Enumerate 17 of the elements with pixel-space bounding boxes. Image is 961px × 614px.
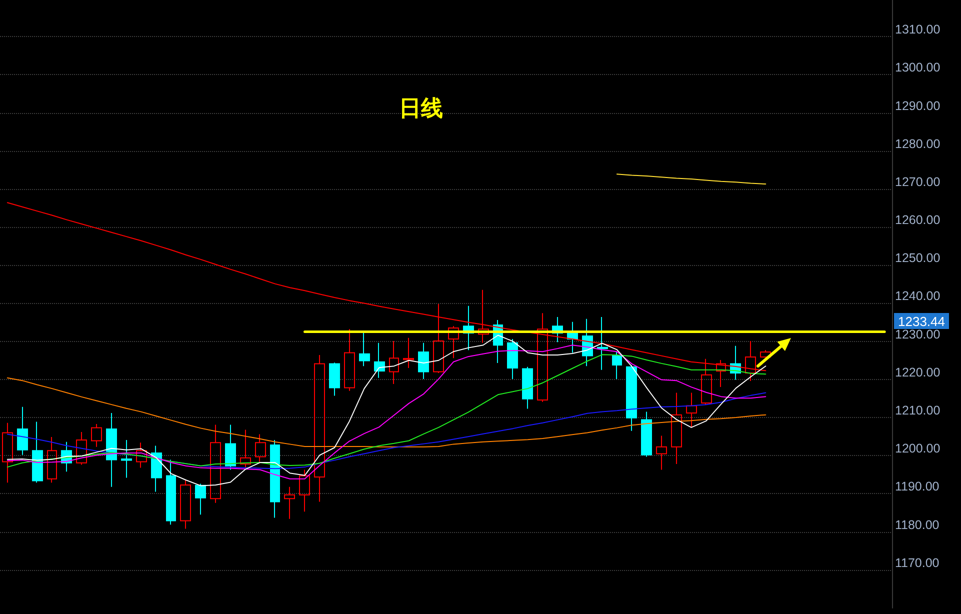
y-tick-label: 1180.00 <box>895 518 940 532</box>
y-tick-label: 1290.00 <box>895 98 940 113</box>
y-tick-label: 1230.00 <box>895 327 940 342</box>
y-tick-label: 1300.00 <box>895 60 940 75</box>
y-tick-label: 1310.00 <box>895 22 940 37</box>
y-tick-label: 1270.00 <box>895 174 940 189</box>
y-tick-label: 1240.00 <box>895 289 940 304</box>
y-tick-label: 1250.00 <box>895 251 940 266</box>
y-tick-label: 1210.00 <box>895 404 940 418</box>
text: 1233.44 <box>898 314 945 329</box>
text: 日线 <box>399 96 443 120</box>
y-tick-label: 1280.00 <box>895 136 940 151</box>
y-tick-label: 1260.00 <box>895 213 940 228</box>
y-tick-label: 1170.00 <box>895 556 940 570</box>
y-tick-label: 1200.00 <box>895 442 940 456</box>
y-tick-label: 1190.00 <box>895 480 940 494</box>
y-tick-label: 1220.00 <box>895 365 940 380</box>
